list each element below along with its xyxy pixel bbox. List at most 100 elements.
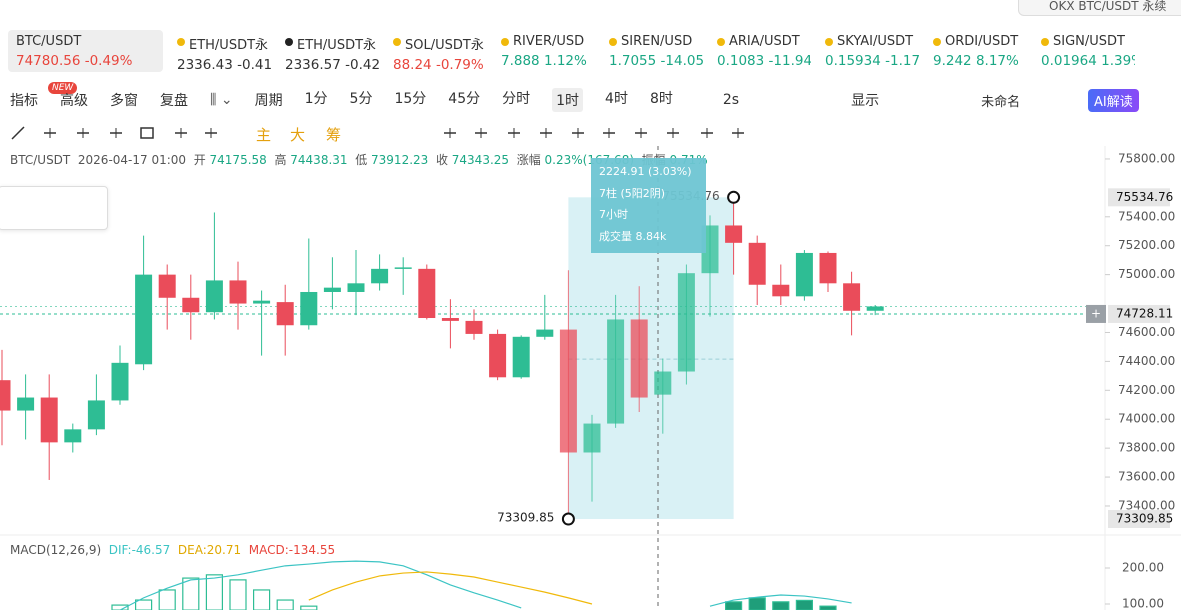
candle-body	[654, 371, 672, 395]
ticker[interactable]: SIREN/USD 1.7055 -14.05	[595, 30, 703, 72]
crosshair-btn	[1086, 304, 1106, 323]
draw-tool[interactable]	[42, 125, 58, 141]
draw-tool[interactable]	[699, 125, 715, 141]
ticker-price: 0.01964	[1041, 53, 1097, 69]
ticker-symbol: RIVER/USD	[513, 34, 585, 49]
interval-button[interactable]: 4时	[605, 91, 628, 107]
layout-button[interactable]: 未命名	[981, 94, 1021, 110]
indicator-button[interactable]: 指标 NEW	[10, 82, 78, 110]
macd-value: MACD:-134.55	[248, 543, 336, 557]
line-style-popup[interactable]	[0, 186, 108, 230]
measure-bars: 7柱 (5阳2阴)	[599, 186, 666, 200]
draw-tool[interactable]	[506, 125, 522, 141]
ticker-price: 9.242	[933, 53, 972, 69]
candle-body	[843, 283, 861, 311]
period-button[interactable]: 周期	[254, 93, 283, 109]
label: 涨幅	[516, 153, 541, 167]
ticker[interactable]: RIVER/USD 7.888 1.12%	[487, 30, 595, 72]
interval-button[interactable]: 45分	[448, 91, 481, 107]
ticker-price: 7.888	[501, 53, 540, 69]
draw-tool[interactable]	[633, 125, 649, 141]
macd-bar	[276, 599, 294, 610]
price-tag-label: 73309.85	[1116, 512, 1173, 526]
draw-tool[interactable]	[601, 125, 617, 141]
chip-tool[interactable]: 筹	[326, 126, 342, 144]
candle-body	[465, 320, 483, 334]
candle-body	[0, 380, 11, 411]
ticker[interactable]: SOL/USDT永 88.24 -0.79%	[379, 30, 487, 72]
measure-handle	[561, 512, 575, 526]
ticker-symbol: ORDI/USDT	[945, 34, 1019, 49]
ticker-symbol: SKYAI/USDT	[837, 34, 914, 49]
ticker[interactable]: BTC/USDT 74780.56 -0.49%	[8, 30, 163, 72]
value: 73912.23	[371, 153, 429, 167]
ticker-symbol: ETH/USDT永	[297, 38, 377, 53]
ticker-quote: 9.242 8.17%	[933, 53, 1027, 69]
ticker[interactable]: ORDI/USDT 9.242 8.17%	[919, 30, 1027, 72]
interval-button[interactable]: 15分	[394, 91, 427, 107]
interval-button[interactable]: 1分	[304, 91, 328, 107]
advanced-button[interactable]: 高级	[60, 93, 88, 109]
y-tick-label: 74600.00	[1118, 325, 1175, 339]
ticker[interactable]: SKYAI/USDT 0.15934 -1.17	[811, 30, 919, 72]
macd-bar	[724, 601, 743, 610]
candle-body	[748, 242, 766, 285]
candle-body	[607, 319, 625, 424]
candle-body	[394, 267, 412, 269]
speed-button[interactable]: 2s	[722, 92, 740, 108]
interval-button[interactable]: 8时	[649, 91, 673, 107]
y-tick-label: 75800.00	[1118, 151, 1175, 165]
candle-body	[323, 287, 341, 292]
draw-tool[interactable]	[442, 125, 458, 141]
ticker-change: 1.39%	[1101, 53, 1135, 69]
ai-button[interactable]: AI解读	[1088, 89, 1139, 112]
display-button[interactable]: 显示	[851, 93, 880, 109]
ticker-quote: 7.888 1.12%	[501, 53, 595, 69]
ticker[interactable]: SIGN/USDT 0.01964 1.39%	[1027, 30, 1135, 72]
draw-tool[interactable]	[75, 125, 91, 141]
ticker-symbol: SOL/USDT永	[405, 38, 484, 53]
candle-body	[229, 280, 247, 304]
ticker-change: -0.41	[237, 57, 271, 72]
macd-bar	[819, 605, 837, 610]
interval-button[interactable]: 1时	[552, 88, 584, 112]
draw-tool[interactable]	[570, 125, 586, 141]
macd-line	[308, 571, 593, 605]
y-tick-label: 73800.00	[1118, 441, 1175, 455]
candle-body	[347, 283, 365, 292]
ticker[interactable]: ETH/USDT永 2336.57 -0.42	[271, 30, 379, 72]
replay-button[interactable]: 复盘	[160, 93, 188, 109]
draw-tool[interactable]	[10, 125, 26, 141]
new-badge: NEW	[48, 82, 78, 94]
interval-button[interactable]: 分时	[502, 91, 531, 107]
main-tool[interactable]: 主	[256, 126, 272, 144]
candle-body	[772, 284, 790, 297]
ticker[interactable]: ARIA/USDT 0.1083 -11.94	[703, 30, 811, 72]
ticker-price: 1.7055	[609, 53, 657, 69]
ticker-icon	[717, 38, 725, 46]
draw-tool[interactable]	[108, 125, 124, 141]
draw-tool[interactable]	[139, 125, 155, 141]
chart-type-button[interactable]: ⫼ ⌄	[210, 92, 233, 108]
info-symbol: BTC/USDT	[10, 153, 71, 167]
macd-bar	[795, 599, 814, 610]
draw-tool[interactable]	[173, 125, 189, 141]
label: 高	[274, 153, 287, 167]
search-box[interactable]: OKX BTC/USDT 永续	[1018, 0, 1181, 16]
draw-tool[interactable]	[473, 125, 489, 141]
y-tick-label: 75400.00	[1118, 209, 1175, 223]
candle-body	[135, 274, 153, 365]
interval-button[interactable]: 5分	[349, 91, 373, 107]
candle-body	[276, 302, 294, 326]
macd-bar	[229, 579, 247, 610]
price-tag	[1108, 188, 1170, 207]
toolbar: 指标 NEW 高级 多窗 复盘 ⫼ ⌄ 周期 1分 5分 15分 45分 分时 1时 4时 8时…	[0, 82, 1181, 114]
multi-window-button[interactable]: 多窗	[110, 93, 138, 109]
value: 74438.31	[290, 153, 348, 167]
draw-tool[interactable]	[730, 125, 746, 141]
draw-tool[interactable]	[203, 125, 219, 141]
ticker[interactable]: ETH/USDT永 2336.43 -0.41	[163, 30, 271, 72]
big-tool[interactable]: 大	[290, 126, 306, 144]
draw-tool[interactable]	[538, 125, 554, 141]
draw-tool[interactable]	[665, 125, 681, 141]
